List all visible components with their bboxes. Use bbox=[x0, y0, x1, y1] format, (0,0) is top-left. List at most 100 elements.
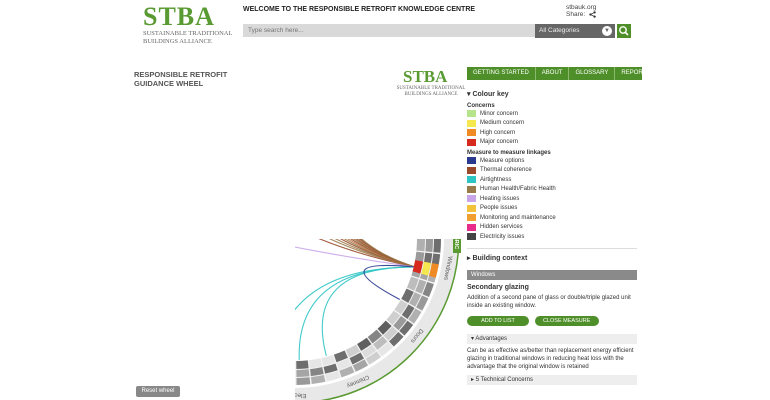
wheel-cell[interactable] bbox=[345, 120, 359, 132]
wheel-cell[interactable] bbox=[222, 106, 237, 118]
wheel-cell[interactable] bbox=[176, 175, 188, 189]
search-button[interactable] bbox=[617, 24, 631, 38]
wheel-cell[interactable] bbox=[425, 239, 433, 252]
wheel-cell[interactable] bbox=[296, 377, 311, 385]
wheel-cell[interactable] bbox=[422, 180, 433, 195]
concern-label[interactable]: Heritage concerns bbox=[262, 130, 315, 137]
wheel-cell[interactable] bbox=[345, 344, 360, 358]
wheel-cell[interactable] bbox=[365, 113, 380, 126]
wheel-cell[interactable] bbox=[408, 308, 422, 324]
wheel-cell[interactable] bbox=[377, 342, 393, 357]
wheel-cell[interactable] bbox=[269, 359, 282, 369]
wheel-cell[interactable] bbox=[150, 255, 159, 269]
wheel-cell[interactable] bbox=[236, 101, 251, 112]
wheel-cell[interactable] bbox=[399, 320, 414, 336]
wheel-cell[interactable] bbox=[149, 240, 157, 254]
wheel-cell[interactable] bbox=[166, 213, 176, 226]
wheel-cell[interactable] bbox=[171, 187, 183, 201]
colour-key-toggle[interactable]: ▾ Colour key bbox=[467, 90, 637, 98]
segment-label[interactable]: Roof bbox=[399, 124, 412, 137]
wheel-cell[interactable] bbox=[411, 199, 422, 213]
wheel-cell[interactable] bbox=[377, 142, 391, 156]
wheel-cell[interactable] bbox=[393, 315, 407, 331]
wheel-cell[interactable] bbox=[197, 122, 212, 136]
wheel-cell[interactable] bbox=[162, 167, 174, 182]
wheel-cell[interactable] bbox=[281, 377, 295, 385]
wheel-cell[interactable] bbox=[156, 181, 167, 196]
wheel-cell[interactable] bbox=[237, 367, 252, 378]
wheel-cell[interactable] bbox=[227, 353, 241, 365]
linkage-curve[interactable] bbox=[332, 127, 416, 268]
wheel-cell[interactable] bbox=[198, 343, 213, 357]
wheel-cell[interactable] bbox=[184, 317, 197, 331]
wheel-cell[interactable] bbox=[336, 358, 352, 370]
wheel-cell[interactable] bbox=[182, 164, 195, 178]
wheel-cell[interactable] bbox=[333, 115, 347, 127]
segment-label[interactable]: Ventilation bbox=[187, 106, 213, 128]
wheel-cell[interactable] bbox=[240, 359, 254, 370]
wheel-cell[interactable] bbox=[398, 141, 412, 156]
nav-about[interactable]: ABOUT bbox=[536, 67, 570, 80]
wheel-cell[interactable] bbox=[414, 212, 424, 225]
wheel-cell[interactable] bbox=[401, 158, 414, 172]
wheel-cell[interactable] bbox=[416, 239, 425, 252]
wheel-cell[interactable] bbox=[164, 281, 175, 295]
guidance-wheel[interactable]: People interaction WallRoofFloorWindowsDo… bbox=[130, 72, 470, 400]
wheel-cell[interactable] bbox=[157, 240, 165, 253]
wheel-cell[interactable] bbox=[164, 184, 175, 198]
search-input[interactable] bbox=[243, 24, 536, 37]
wheel-cell[interactable] bbox=[176, 306, 189, 320]
wheel-cell[interactable] bbox=[256, 355, 270, 366]
nav-getting-started[interactable]: GETTING STARTED bbox=[467, 67, 536, 80]
wheel-cell[interactable] bbox=[388, 131, 402, 145]
wheel-cell[interactable] bbox=[348, 113, 362, 125]
wheel-cell[interactable] bbox=[219, 127, 233, 140]
wheel-cell[interactable] bbox=[352, 359, 368, 372]
nav-glossary[interactable]: GLOSSARY bbox=[569, 67, 616, 80]
wheel-cell[interactable] bbox=[199, 322, 213, 336]
wheel-cell[interactable] bbox=[321, 355, 336, 366]
reset-wheel-button[interactable]: Reset wheel bbox=[136, 386, 180, 397]
wheel-cell[interactable] bbox=[325, 371, 341, 382]
wheel-cell[interactable] bbox=[175, 159, 188, 173]
wheel-cell[interactable] bbox=[231, 345, 245, 357]
wheel-cell[interactable] bbox=[356, 126, 370, 139]
wheel-cell[interactable] bbox=[372, 127, 386, 140]
wheel-cell[interactable] bbox=[433, 224, 441, 238]
wheel-cell[interactable] bbox=[422, 281, 434, 297]
wheel-cell[interactable] bbox=[169, 154, 182, 169]
concern-label[interactable]: Energy concerns bbox=[264, 144, 314, 151]
wheel-cell[interactable] bbox=[250, 97, 265, 107]
segment-label[interactable]: Heat Generation bbox=[194, 357, 235, 385]
wheel-cell[interactable] bbox=[407, 153, 420, 168]
wheel-cell[interactable] bbox=[367, 134, 381, 148]
wheel-cell[interactable] bbox=[204, 337, 218, 350]
wheel-cell[interactable] bbox=[209, 331, 223, 345]
concern-label[interactable]: Technical concerns bbox=[260, 116, 316, 123]
wheel-cell[interactable] bbox=[165, 227, 174, 239]
wheel-cell[interactable] bbox=[386, 152, 400, 166]
wheel-cell[interactable] bbox=[394, 300, 408, 315]
wheel-cell[interactable] bbox=[169, 310, 182, 325]
wheel-cell[interactable] bbox=[172, 278, 184, 292]
wheel-cell[interactable] bbox=[158, 212, 167, 226]
linkage-curve[interactable] bbox=[176, 218, 416, 268]
share-icon[interactable] bbox=[589, 11, 596, 18]
wheel-cell[interactable] bbox=[310, 374, 326, 385]
wheel-cell[interactable] bbox=[323, 363, 338, 374]
highlighted-cell[interactable] bbox=[412, 260, 424, 274]
segment-label[interactable]: Hot water bbox=[153, 306, 171, 331]
wheel-cell[interactable] bbox=[295, 93, 309, 101]
wheel-cell[interactable] bbox=[333, 350, 348, 363]
wheel-cell[interactable] bbox=[215, 346, 229, 359]
wheel-cell[interactable] bbox=[192, 137, 206, 151]
building-context-toggle[interactable]: ▸ Building context bbox=[467, 247, 637, 266]
wheel-cell[interactable] bbox=[377, 320, 392, 335]
wheel-cell[interactable] bbox=[338, 100, 353, 111]
wheel-cell[interactable] bbox=[168, 266, 179, 280]
wheel-cell[interactable] bbox=[170, 294, 182, 308]
wheel-cell[interactable] bbox=[160, 198, 170, 212]
wheel-cell[interactable] bbox=[406, 276, 419, 291]
wheel-cell[interactable] bbox=[296, 369, 310, 377]
wheel-cell[interactable] bbox=[266, 375, 280, 384]
